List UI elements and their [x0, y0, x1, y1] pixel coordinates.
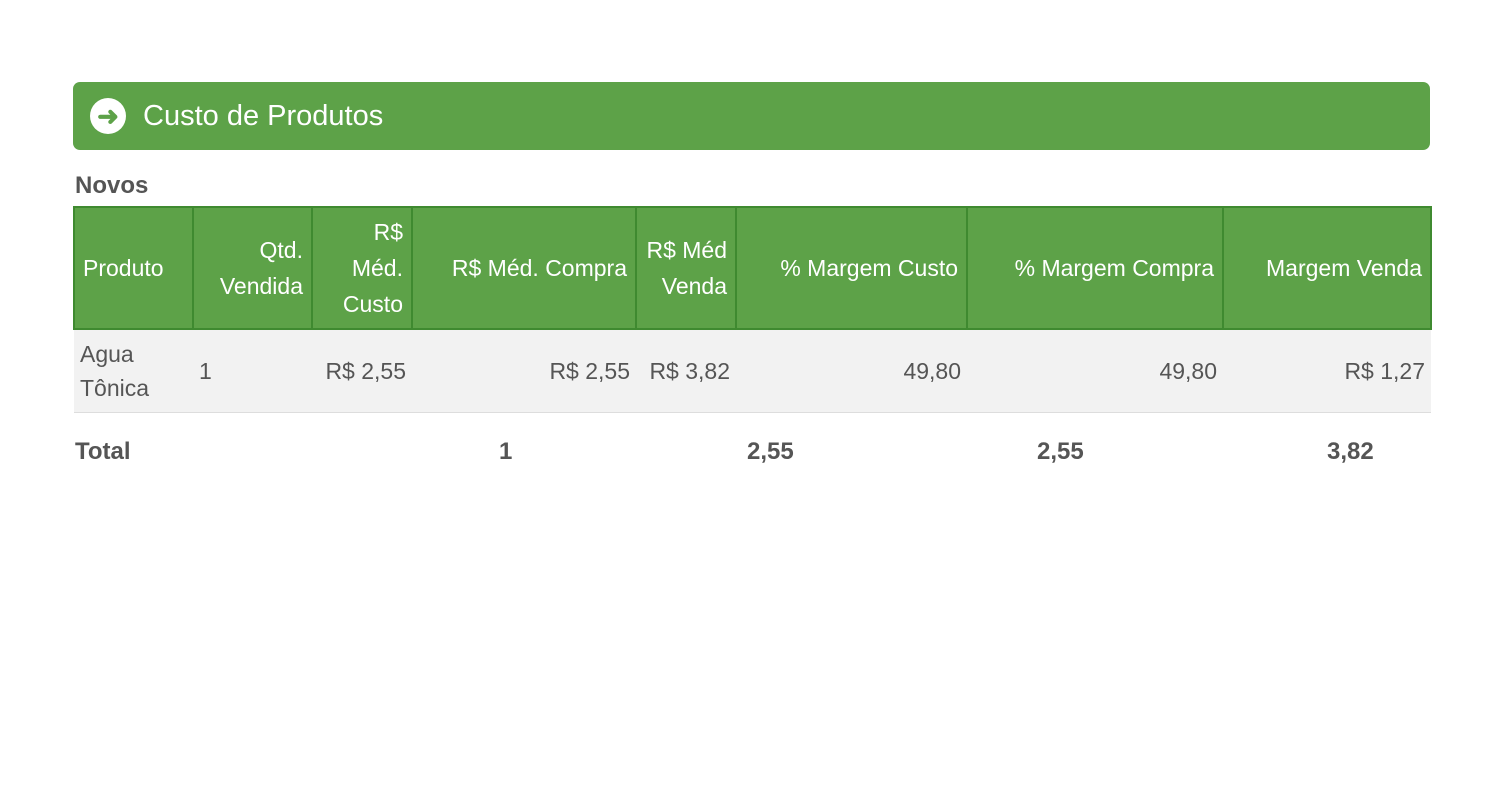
cell-margem-venda: R$ 1,27 [1223, 329, 1431, 413]
total-venda: 3,82 [1327, 438, 1374, 465]
col-margem-custo[interactable]: % Margem Custo [735, 206, 968, 330]
col-med-custo[interactable]: R$ Méd. Custo [311, 206, 413, 330]
arrow-circle-right-icon: ➜ [90, 98, 126, 134]
total-label: Total [75, 438, 131, 465]
header-row: Produto Qtd. Vendida R$ Méd. Custo R$ Mé… [73, 206, 1432, 330]
products-table: Produto Qtd. Vendida R$ Méd. Custo R$ Mé… [73, 206, 1432, 413]
col-margem-compra[interactable]: % Margem Compra [966, 206, 1224, 330]
col-med-venda[interactable]: R$ Méd Venda [635, 206, 737, 330]
cell-produto: Agua Tônica [74, 329, 193, 413]
cell-margem-custo: 49,80 [736, 329, 967, 413]
cell-compra: R$ 2,55 [412, 329, 636, 413]
cell-custo: R$ 2,55 [312, 329, 412, 413]
banner-title: Custo de Produtos [143, 99, 384, 132]
section-banner: ➜ Custo de Produtos [73, 82, 1430, 150]
total-custo: 2,55 [747, 438, 794, 465]
col-qtd-vendida[interactable]: Qtd. Vendida [192, 206, 313, 330]
section-subtitle: Novos [75, 172, 149, 199]
col-produto[interactable]: Produto [73, 206, 194, 330]
cell-venda: R$ 3,82 [636, 329, 736, 413]
cell-margem-compra: 49,80 [967, 329, 1223, 413]
table-row: Agua Tônica 1 R$ 2,55 R$ 2,55 R$ 3,82 49… [74, 329, 1431, 413]
col-margem-venda[interactable]: Margem Venda [1222, 206, 1432, 330]
total-compra: 2,55 [1037, 438, 1084, 465]
total-qtd: 1 [499, 438, 513, 465]
col-med-compra[interactable]: R$ Méd. Compra [411, 206, 637, 330]
cell-qtd: 1 [193, 329, 312, 413]
